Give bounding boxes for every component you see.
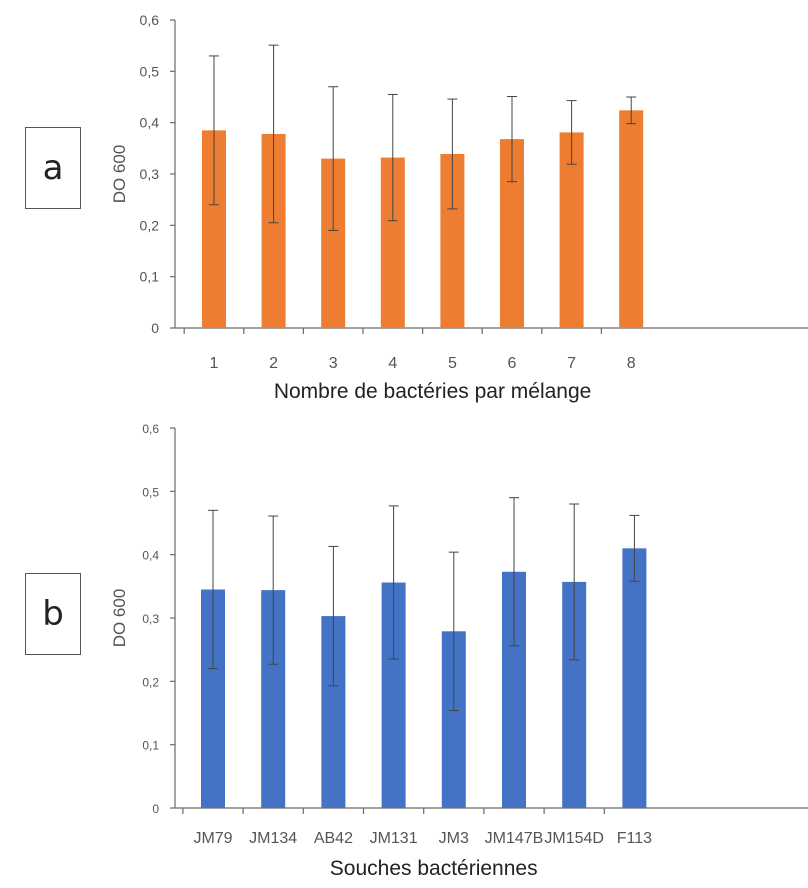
x-tick-label-b: JM154D [544, 830, 604, 847]
y-tick-label-b: 0,1 [142, 739, 159, 753]
x-tick-label-b: JM79 [193, 830, 232, 847]
x-tick-label-b: JM147B [485, 830, 544, 847]
x-tick-label-a: 2 [269, 355, 278, 372]
x-tick-label-a: 4 [388, 355, 397, 372]
x-tick-label-b: JM3 [439, 830, 469, 847]
panel-letter-a: a [42, 148, 64, 188]
y-tick-label-b: 0 [152, 802, 159, 816]
y-tick-label-a: 0,3 [140, 166, 160, 182]
chart-b: 0 0,1 0,2 0,3 0,4 0,5 0,6 DO 600 JM79 JM134 AB42 JM… [110, 422, 808, 880]
y-axis-label-b: DO 600 [110, 589, 129, 648]
y-tick-label-a: 0,5 [140, 63, 160, 79]
y-tick-label-b: 0,5 [142, 485, 159, 499]
y-tick-label-a: 0,2 [140, 217, 160, 233]
y-tick-label-a: 0,6 [140, 12, 160, 28]
bar-a [559, 132, 584, 328]
y-tick-label-a: 0,1 [140, 269, 160, 285]
x-tick-label-b: JM131 [370, 830, 418, 847]
x-tick-label-a: 8 [627, 355, 636, 372]
x-tick-label-b: JM134 [249, 830, 297, 847]
x-tick-label-b: AB42 [314, 830, 353, 847]
bar-a [619, 110, 644, 328]
x-tick-label-b: F113 [617, 830, 652, 847]
y-tick-label-b: 0,2 [142, 675, 159, 689]
chart-a: 0 0,1 0,2 0,3 0,4 0,5 0,6 DO 600 1 2 3 4 5 6 7 8 Nombre … [110, 12, 808, 403]
x-axis-label-a: Nombre de bactéries par mélange [274, 380, 592, 403]
panel-label-a: a [25, 127, 81, 209]
x-axis-label-b: Souches bactériennes [330, 857, 538, 880]
y-tick-label-b: 0,6 [142, 422, 159, 436]
panel-label-b: b [25, 573, 81, 655]
y-axis-label-a: DO 600 [110, 145, 129, 204]
y-tick-label-b: 0,4 [142, 549, 159, 563]
y-tick-label-a: 0,4 [140, 115, 160, 131]
x-tick-label-a: 6 [508, 355, 517, 372]
panel-letter-b: b [42, 594, 64, 634]
y-tick-label-a: 0 [151, 320, 159, 336]
x-tick-label-a: 3 [329, 355, 338, 372]
x-tick-label-a: 5 [448, 355, 457, 372]
bar-b [622, 548, 647, 808]
x-tick-label-a: 7 [567, 355, 576, 372]
y-tick-label-b: 0,3 [142, 612, 159, 626]
x-tick-label-a: 1 [210, 355, 219, 372]
